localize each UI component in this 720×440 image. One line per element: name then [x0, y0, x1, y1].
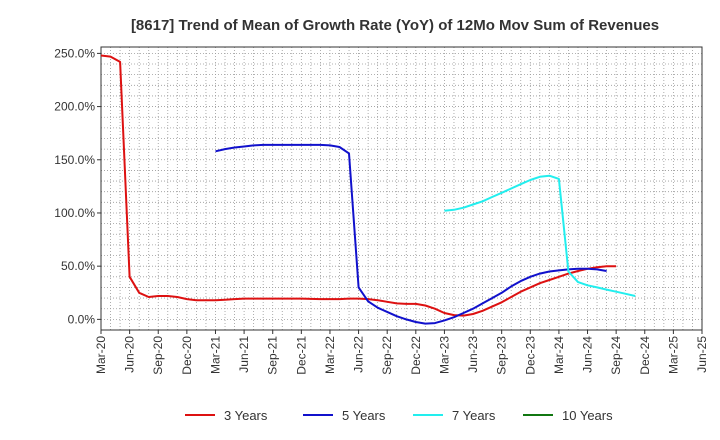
x-tick-label: Mar-22 — [323, 336, 337, 374]
axes: 0.0% 50.0% 100.0% 150.0% 200.0% 250.0% Mar-20 J… — [54, 46, 709, 374]
x-tick-label: Dec-20 — [180, 336, 194, 375]
x-tick-label: Mar-25 — [666, 336, 680, 374]
x-tick-label: Jun-22 — [352, 336, 366, 373]
series-line-3-years — [100, 54, 617, 317]
x-tick-label: Sep-21 — [266, 336, 280, 375]
legend-label: 10 Years — [562, 408, 613, 423]
y-tick-label: 150.0% — [54, 153, 95, 167]
y-tick-label: 250.0% — [54, 46, 95, 60]
chart-title: [8617] Trend of Mean of Growth Rate (YoY… — [131, 17, 659, 34]
legend: 3 Years 5 Years 7 Years 10 Years — [185, 408, 613, 423]
series-lines — [100, 54, 636, 325]
y-tick-label: 50.0% — [61, 259, 95, 273]
x-tick-label: Jun-20 — [123, 336, 137, 373]
x-tick-label: Jun-25 — [695, 336, 709, 373]
x-tick-label: Mar-20 — [94, 336, 108, 374]
x-tick-label: Dec-21 — [294, 336, 308, 375]
x-tick-label: Mar-23 — [437, 336, 451, 374]
x-tick-label: Sep-20 — [151, 336, 165, 375]
x-tick-label: Jun-23 — [466, 336, 480, 373]
x-tick-label: Sep-22 — [380, 336, 394, 375]
series-line-5-years — [215, 143, 607, 325]
legend-label: 5 Years — [342, 408, 386, 423]
x-tick-label: Jun-24 — [581, 336, 595, 373]
x-tick-label: Dec-22 — [409, 336, 423, 375]
legend-label: 3 Years — [224, 408, 268, 423]
x-tick-label: Dec-24 — [638, 336, 652, 375]
x-tick-label: Dec-23 — [523, 336, 537, 375]
x-tick-label: Sep-24 — [609, 336, 623, 375]
x-tick-label: Sep-23 — [495, 336, 509, 375]
plot-frame — [100, 46, 703, 331]
x-tick-label: Jun-21 — [237, 336, 251, 373]
y-tick-label: 100.0% — [54, 206, 95, 220]
y-tick-label: 200.0% — [54, 100, 95, 114]
legend-label: 7 Years — [452, 408, 496, 423]
x-tick-label: Mar-21 — [208, 336, 222, 374]
grid — [100, 47, 703, 330]
y-tick-label: 0.0% — [68, 312, 96, 326]
series-line-7-years — [444, 174, 636, 297]
x-tick-label: Mar-24 — [552, 336, 566, 374]
